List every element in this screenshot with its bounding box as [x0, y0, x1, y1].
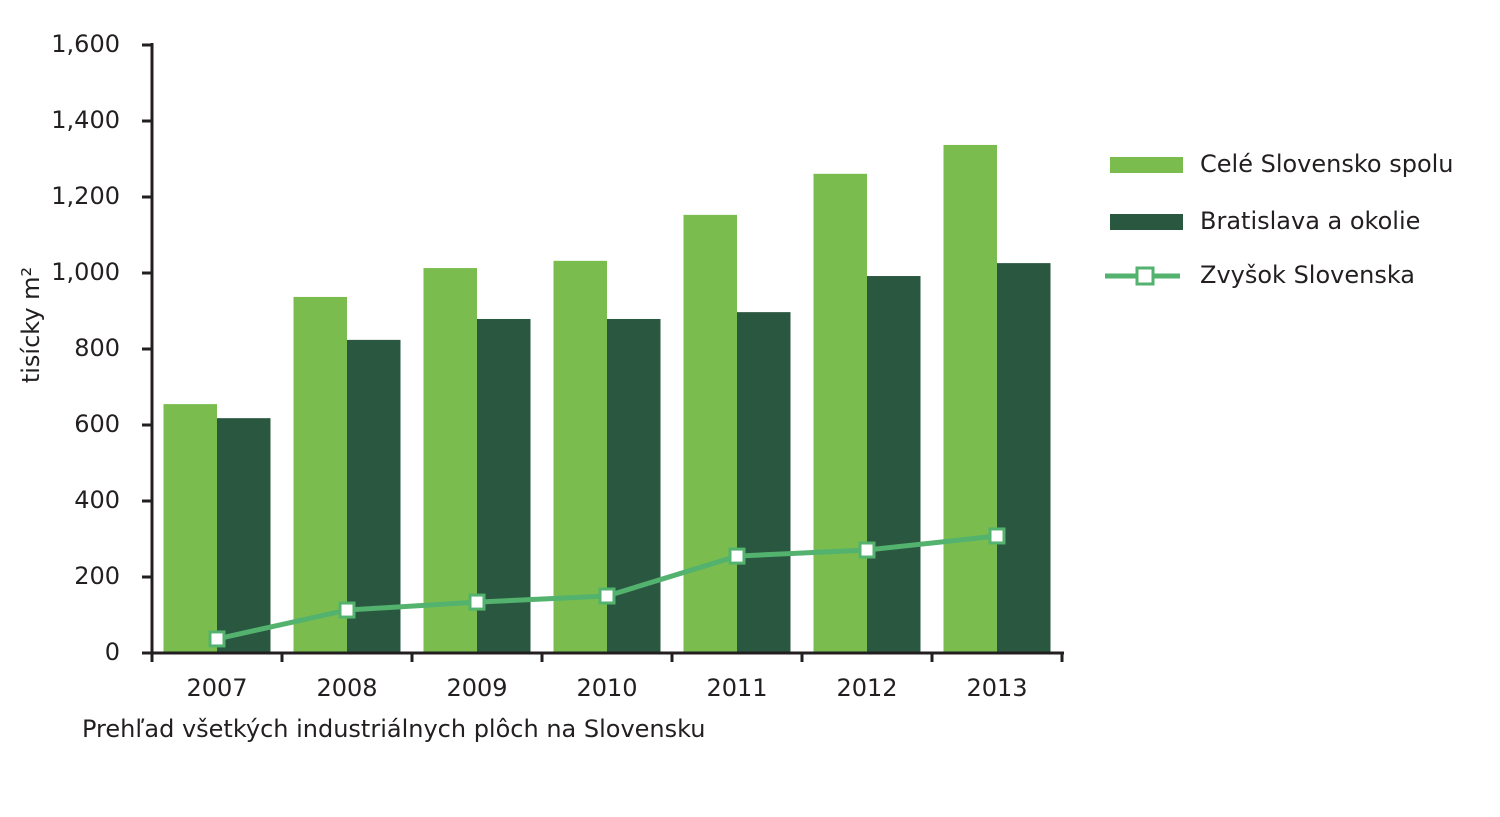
legend-marker [1135, 266, 1155, 286]
bar [293, 296, 347, 653]
line-marker [728, 547, 746, 565]
bar [867, 276, 921, 653]
caption: Prehľad všetkých industriálnych plôch na… [82, 715, 706, 743]
y-tick-label: 0 [105, 638, 120, 666]
y-tick-label: 1,400 [51, 106, 120, 134]
legend-swatch [1110, 214, 1183, 230]
bar [997, 263, 1051, 653]
legend-label: Celé Slovensko spolu [1200, 150, 1454, 178]
bar [553, 260, 607, 653]
bar [813, 173, 867, 653]
bar [217, 418, 271, 653]
y-tick-label: 200 [74, 562, 120, 590]
line-marker [338, 601, 356, 619]
x-tick-label: 2012 [836, 674, 897, 702]
line-marker [988, 527, 1006, 545]
y-axis-label: tisícky m² [17, 267, 45, 383]
line-marker [208, 630, 226, 648]
legend-swatch [1110, 157, 1183, 173]
bar [607, 318, 661, 653]
legend-label: Bratislava a okolie [1200, 207, 1420, 235]
y-tick-label: 600 [74, 410, 120, 438]
y-tick-label: 1,200 [51, 182, 120, 210]
line-marker [858, 541, 876, 559]
y-tick-label: 800 [74, 334, 120, 362]
bar [423, 268, 477, 653]
bar [477, 318, 531, 653]
y-tick-label: 400 [74, 486, 120, 514]
x-tick-label: 2008 [316, 674, 377, 702]
bar [683, 214, 737, 654]
x-tick-label: 2009 [446, 674, 507, 702]
bar [347, 339, 401, 653]
line-marker [468, 593, 486, 611]
bar [943, 144, 997, 653]
legend-label: Zvyšok Slovenska [1200, 261, 1415, 289]
x-tick-label: 2007 [186, 674, 247, 702]
line-marker [598, 587, 616, 605]
x-tick-label: 2010 [576, 674, 637, 702]
x-tick-label: 2011 [706, 674, 767, 702]
bar [163, 404, 217, 653]
y-tick-label: 1,600 [51, 30, 120, 58]
y-tick-label: 1,000 [51, 258, 120, 286]
x-tick-label: 2013 [966, 674, 1027, 702]
bar [737, 312, 791, 653]
